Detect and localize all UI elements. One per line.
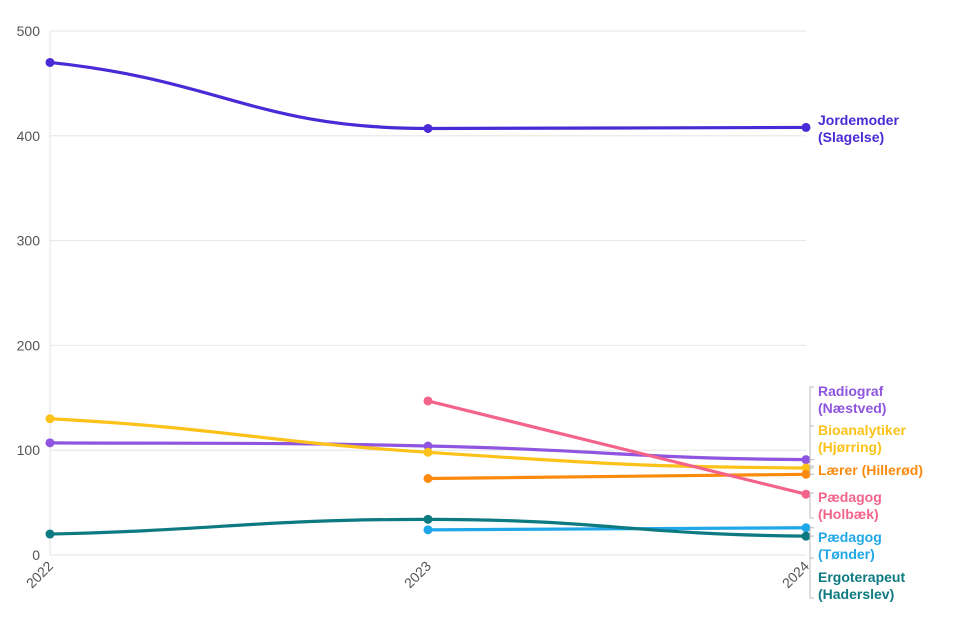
x-tick-label: 2024 — [779, 558, 812, 591]
series-point — [801, 463, 811, 473]
series-point — [45, 438, 55, 448]
series-point — [45, 529, 55, 539]
series-point — [45, 57, 55, 67]
series-line-4 — [426, 399, 808, 496]
series-point — [801, 455, 811, 465]
y-tick-label: 300 — [17, 233, 41, 249]
label-leader — [809, 425, 814, 469]
series-point — [423, 525, 433, 535]
x-tick-label: 2022 — [23, 558, 56, 591]
series-label: Pædagog (Holbæk) — [818, 489, 882, 522]
series-label-line: Lærer (Hillerød) — [818, 462, 923, 478]
series-point — [423, 514, 433, 524]
series-label: Pædagog (Tønder) — [818, 529, 882, 562]
y-tick-label: 200 — [17, 337, 41, 353]
label-leader — [809, 386, 814, 461]
x-tick-label: 2023 — [401, 558, 434, 591]
series-point — [423, 123, 433, 133]
y-tick-label: 400 — [17, 128, 41, 144]
series-label-line: Ergoterapeut — [818, 569, 905, 585]
series-label-line: (Holbæk) — [818, 506, 879, 522]
series-point — [423, 441, 433, 451]
series-point — [801, 523, 811, 533]
series-label-line: (Slagelse) — [818, 129, 884, 145]
series-line-3 — [426, 472, 808, 481]
label-leader — [809, 535, 814, 599]
series-label-line: (Haderslev) — [818, 586, 894, 602]
series-point — [801, 122, 811, 132]
series-label: Radiograf (Næstved) — [818, 383, 886, 416]
series-point — [423, 473, 433, 483]
series-label-line: (Tønder) — [818, 546, 875, 562]
series-label: Ergoterapeut (Haderslev) — [818, 569, 905, 602]
y-tick-label: 100 — [17, 442, 41, 458]
series-point — [801, 531, 811, 541]
series-line-5 — [426, 526, 808, 532]
series-label-line: (Hjørring) — [818, 439, 882, 455]
series-point — [801, 469, 811, 479]
series-point — [45, 414, 55, 424]
y-tick-label: 500 — [17, 23, 41, 39]
series-label: Bioanalytiker (Hjørring) — [818, 422, 906, 455]
series-label-line: Pædagog — [818, 529, 882, 545]
series-label-line: Jordemoder — [818, 112, 899, 128]
series-point — [801, 489, 811, 499]
series-point — [423, 396, 433, 406]
series-label: Jordemoder (Slagelse) — [818, 112, 899, 145]
label-leader — [809, 492, 814, 519]
series-point — [423, 447, 433, 457]
series-label-line: Radiograf — [818, 383, 884, 399]
series-label-line: (Næstved) — [818, 400, 886, 416]
series-label-line: Pædagog — [818, 489, 882, 505]
y-tick-label: 0 — [32, 547, 40, 563]
series-label: Lærer (Hillerød) — [818, 462, 923, 478]
label-leader — [809, 465, 814, 475]
label-leader — [809, 527, 814, 559]
series-label-line: Bioanalytiker — [818, 422, 906, 438]
series-line-0 — [48, 60, 808, 131]
